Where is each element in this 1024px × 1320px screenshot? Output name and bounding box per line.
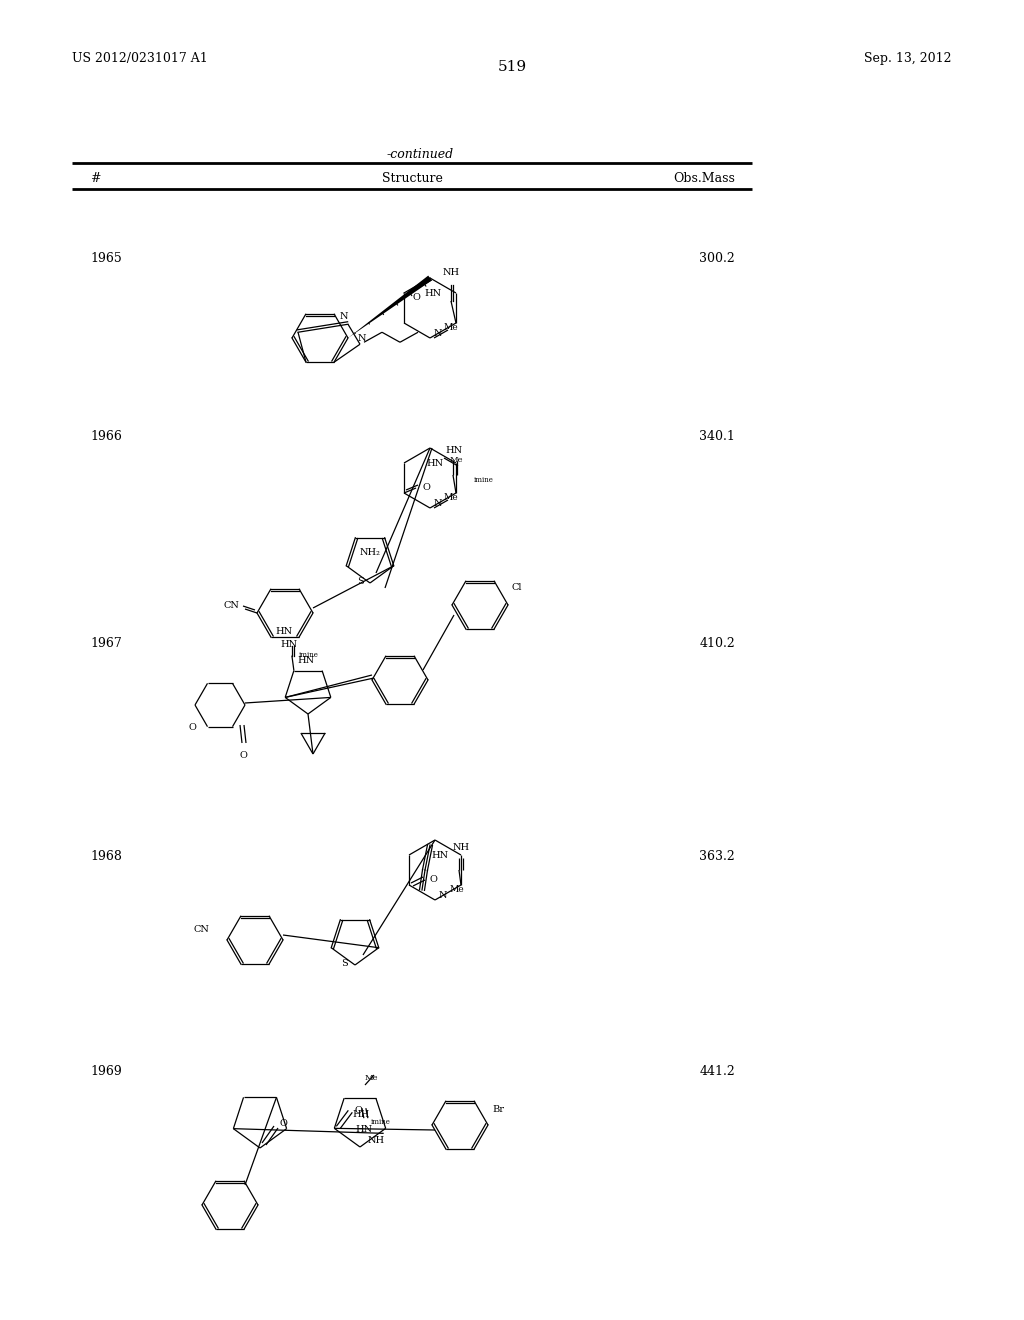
Text: HN: HN: [427, 458, 444, 467]
Text: Me: Me: [450, 455, 464, 465]
Text: Me: Me: [449, 886, 464, 895]
Text: 363.2: 363.2: [699, 850, 735, 863]
Text: HN: HN: [281, 640, 297, 648]
Text: Obs.Mass: Obs.Mass: [673, 172, 735, 185]
Text: Br: Br: [492, 1106, 504, 1114]
Text: S: S: [356, 577, 364, 586]
Text: HN: HN: [275, 627, 293, 636]
Text: Me: Me: [365, 1074, 379, 1082]
Text: 300.2: 300.2: [699, 252, 735, 265]
Text: 340.1: 340.1: [699, 430, 735, 444]
Text: imine: imine: [474, 477, 494, 484]
Text: 1968: 1968: [90, 850, 122, 863]
Text: O: O: [280, 1118, 288, 1127]
Text: Structure: Structure: [382, 172, 442, 185]
Text: N: N: [340, 312, 348, 321]
Text: HN: HN: [355, 1125, 373, 1134]
Text: Sep. 13, 2012: Sep. 13, 2012: [864, 51, 952, 65]
Text: imine: imine: [371, 1118, 391, 1126]
Text: Me: Me: [444, 494, 459, 503]
Text: 1967: 1967: [90, 638, 122, 649]
Text: NH: NH: [442, 268, 460, 277]
Text: O: O: [188, 722, 196, 731]
Text: Me: Me: [444, 323, 459, 333]
Text: HH: HH: [352, 1110, 370, 1119]
Text: O: O: [412, 293, 420, 301]
Text: O: O: [354, 1106, 362, 1115]
Text: CN: CN: [223, 601, 239, 610]
Text: N: N: [357, 334, 367, 343]
Text: N: N: [439, 891, 447, 900]
Text: CN: CN: [194, 925, 209, 935]
Text: 519: 519: [498, 59, 526, 74]
Text: O: O: [422, 483, 430, 491]
Text: HN: HN: [297, 656, 314, 665]
Text: 441.2: 441.2: [699, 1065, 735, 1078]
Text: HN: HN: [432, 850, 449, 859]
Text: S: S: [342, 958, 348, 968]
Text: 1969: 1969: [90, 1065, 122, 1078]
Text: N: N: [434, 330, 442, 338]
Polygon shape: [348, 276, 432, 338]
Text: 410.2: 410.2: [699, 638, 735, 649]
Text: O: O: [239, 751, 247, 760]
Text: NH₂: NH₂: [359, 548, 380, 557]
Text: -continued: -continued: [386, 148, 454, 161]
Text: #: #: [90, 172, 100, 185]
Text: US 2012/0231017 A1: US 2012/0231017 A1: [72, 51, 208, 65]
Text: HN: HN: [425, 289, 442, 297]
Text: HN: HN: [445, 446, 463, 455]
Text: imine: imine: [299, 651, 318, 659]
Text: NH: NH: [453, 843, 470, 851]
Text: NH: NH: [368, 1137, 384, 1146]
Text: 1966: 1966: [90, 430, 122, 444]
Text: O: O: [429, 874, 437, 883]
Text: 1965: 1965: [90, 252, 122, 265]
Text: N: N: [434, 499, 442, 508]
Text: Cl: Cl: [512, 582, 522, 591]
